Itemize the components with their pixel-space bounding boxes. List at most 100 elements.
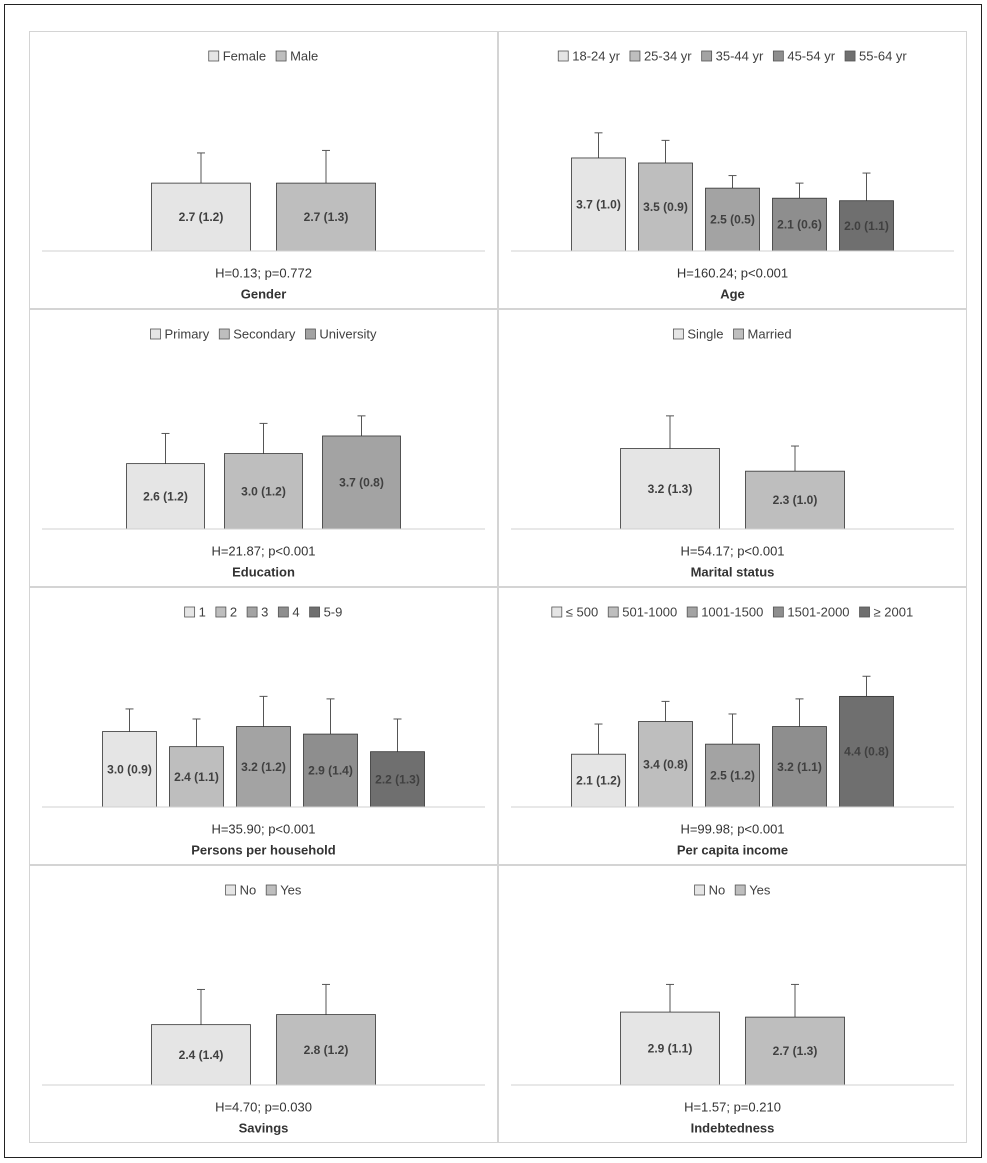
bars: 3.0 (0.9) 2.4 (1.1) 3.2 (1.2) 2.9 (1.4) 2.2 … <box>102 695 425 808</box>
legend-swatch-3 <box>246 606 258 618</box>
data-label-501-1000: 3.4 (0.8) <box>643 757 688 771</box>
bar-female <box>151 182 251 252</box>
stat-label: H=1.57; p=0.210 <box>684 1100 781 1115</box>
stat-label: H=21.87; p<0.001 <box>211 544 315 559</box>
legend: 18-24 yr 25-34 yr 35-44 yr 45-54 yr 55-64 yr <box>557 49 907 64</box>
legend-label-18-24-yr: 18-24 yr <box>572 49 620 64</box>
bar-no <box>151 1024 251 1086</box>
panel-gender: Female Male 2.7 (1.2) 2.7 (1.3) H=0.13; p=0.… <box>29 31 498 309</box>
legend-swatch-female <box>208 50 220 62</box>
bar-yes <box>276 1014 376 1086</box>
data-label-secondary: 3.0 (1.2) <box>241 484 286 498</box>
panel-per-capita-income: ≤ 500 501-1000 1001-1500 1501-2000 ≥ 2001 2.1… <box>498 587 967 865</box>
legend-swatch-18-24-yr <box>557 50 569 62</box>
legend-label-1501-2000: 1501-2000 <box>787 605 849 620</box>
legend-swatch-2 <box>215 606 227 618</box>
chart-persons-per-household: 1 2 3 4 5-9 3.0 (0.9) 2.4 (1.1) 3.2 (1.2) 2.9 (1… <box>42 605 485 858</box>
chart-savings: No Yes 2.4 (1.4) 2.8 (1.2) H=4.70; p=0.030 Sa… <box>42 883 485 1136</box>
data-label-3: 3.2 (1.2) <box>241 760 286 774</box>
bar-2 <box>169 746 224 808</box>
data-label-yes: 2.8 (1.2) <box>304 1043 349 1057</box>
chart-indebtedness: No Yes 2.9 (1.1) 2.7 (1.3) H=1.57; p=0.210 In… <box>511 883 954 1136</box>
stat-label: H=99.98; p<0.001 <box>680 822 784 837</box>
data-label-2: 2.4 (1.1) <box>174 770 219 784</box>
legend: Primary Secondary University <box>150 327 377 342</box>
chart-per-capita-income: ≤ 500 501-1000 1001-1500 1501-2000 ≥ 2001 2.1… <box>511 605 954 858</box>
bar-18-24-yr <box>571 157 626 252</box>
x-axis-label: Savings <box>239 1121 289 1136</box>
data-label-1001-1500: 2.5 (1.2) <box>710 769 755 783</box>
legend-label-2: 2 <box>230 605 237 620</box>
panel-grid: Female Male 2.7 (1.2) 2.7 (1.3) H=0.13; p=0.… <box>29 31 967 1143</box>
legend-swatch-55-64-yr <box>844 50 856 62</box>
legend-swatch-25-34-yr <box>629 50 641 62</box>
chart-gender: Female Male 2.7 (1.2) 2.7 (1.3) H=0.13; p=0.… <box>42 49 485 302</box>
bar-55-64-yr <box>839 200 894 252</box>
legend-label-yes: Yes <box>280 883 302 898</box>
data-label-1501-2000: 3.2 (1.1) <box>777 760 822 774</box>
legend-label-5-9: 5-9 <box>324 605 343 620</box>
x-axis-label: Indebtedness <box>691 1121 775 1136</box>
legend: Female Male <box>208 49 318 64</box>
bars: 2.9 (1.1) 2.7 (1.3) <box>620 983 845 1086</box>
legend-swatch-university <box>305 328 316 340</box>
data-label-university: 3.7 (0.8) <box>339 475 384 489</box>
x-axis-label: Age <box>720 287 745 302</box>
legend-label-35-44-yr: 35-44 yr <box>716 49 764 64</box>
legend-swatch-5-9 <box>309 606 320 618</box>
legend-swatch-4 <box>277 606 289 618</box>
bar-primary <box>126 463 205 530</box>
bars: 2.7 (1.2) 2.7 (1.3) <box>151 149 376 252</box>
panel-age: 18-24 yr 25-34 yr 35-44 yr 45-54 yr 55-64 yr… <box>498 31 967 309</box>
legend-swatch-1501-2000 <box>772 606 784 618</box>
legend: No Yes <box>225 883 302 898</box>
panel-savings: No Yes 2.4 (1.4) 2.8 (1.2) H=4.70; p=0.030 Sa… <box>29 865 498 1143</box>
data-label-married: 2.3 (1.0) <box>773 493 818 507</box>
x-axis-label: Education <box>232 565 295 580</box>
legend-swatch-yes <box>265 884 277 896</box>
legend-label-no: No <box>709 883 726 898</box>
data-label-le-500: 2.1 (1.2) <box>576 774 621 788</box>
data-label-ge-2001: 4.4 (0.8) <box>844 745 889 759</box>
data-label-single: 3.2 (1.3) <box>648 482 693 496</box>
stat-label: H=54.17; p<0.001 <box>680 544 784 559</box>
legend-label-single: Single <box>687 327 723 342</box>
data-label-45-54-yr: 2.1 (0.6) <box>777 218 822 232</box>
legend-label-primary: Primary <box>164 327 209 342</box>
legend-swatch-45-54-yr <box>772 50 784 62</box>
bar-university <box>322 435 401 530</box>
data-label-5-9: 2.2 (1.3) <box>375 772 420 786</box>
bar-5-9 <box>370 751 425 808</box>
panel-marital-status: Single Married 3.2 (1.3) 2.3 (1.0) H=54.17; … <box>498 309 967 587</box>
legend-swatch-35-44-yr <box>701 50 713 62</box>
legend-swatch-secondary <box>218 328 230 340</box>
bars: 3.2 (1.3) 2.3 (1.0) <box>620 415 845 530</box>
panel-education: Primary Secondary University 2.6 (1.2) 3.0 (… <box>29 309 498 587</box>
legend-label-married: Married <box>748 327 792 342</box>
bars: 3.7 (1.0) 3.5 (0.9) 2.5 (0.5) 2.1 (0.6) 2.0 … <box>571 132 894 252</box>
x-axis-label: Gender <box>241 287 287 302</box>
legend-swatch-primary <box>150 328 161 340</box>
data-label-1: 3.0 (0.9) <box>107 762 152 776</box>
legend-label-yes: Yes <box>749 883 771 898</box>
bar-single <box>620 448 720 530</box>
bar-no <box>620 1011 720 1086</box>
x-axis-label: Persons per household <box>191 843 336 858</box>
stat-label: H=4.70; p=0.030 <box>215 1100 312 1115</box>
x-axis-label: Marital status <box>691 565 775 580</box>
legend-swatch-501-1000 <box>607 606 619 618</box>
legend-label-university: University <box>319 327 377 342</box>
bar-3 <box>236 726 291 808</box>
data-label-no: 2.4 (1.4) <box>179 1048 224 1062</box>
legend-swatch-1001-1500 <box>686 606 698 618</box>
data-label-female: 2.7 (1.2) <box>179 210 224 224</box>
bar-4 <box>303 733 358 808</box>
legend: Single Married <box>672 327 792 342</box>
data-label-male: 2.7 (1.3) <box>304 210 349 224</box>
legend: 1 2 3 4 5-9 <box>184 605 343 620</box>
data-label-25-34-yr: 3.5 (0.9) <box>643 200 688 214</box>
bar-le-500 <box>571 753 626 808</box>
bar-35-44-yr <box>705 187 760 252</box>
legend-label-1: 1 <box>199 605 206 620</box>
legend-label-25-34-yr: 25-34 yr <box>644 49 692 64</box>
